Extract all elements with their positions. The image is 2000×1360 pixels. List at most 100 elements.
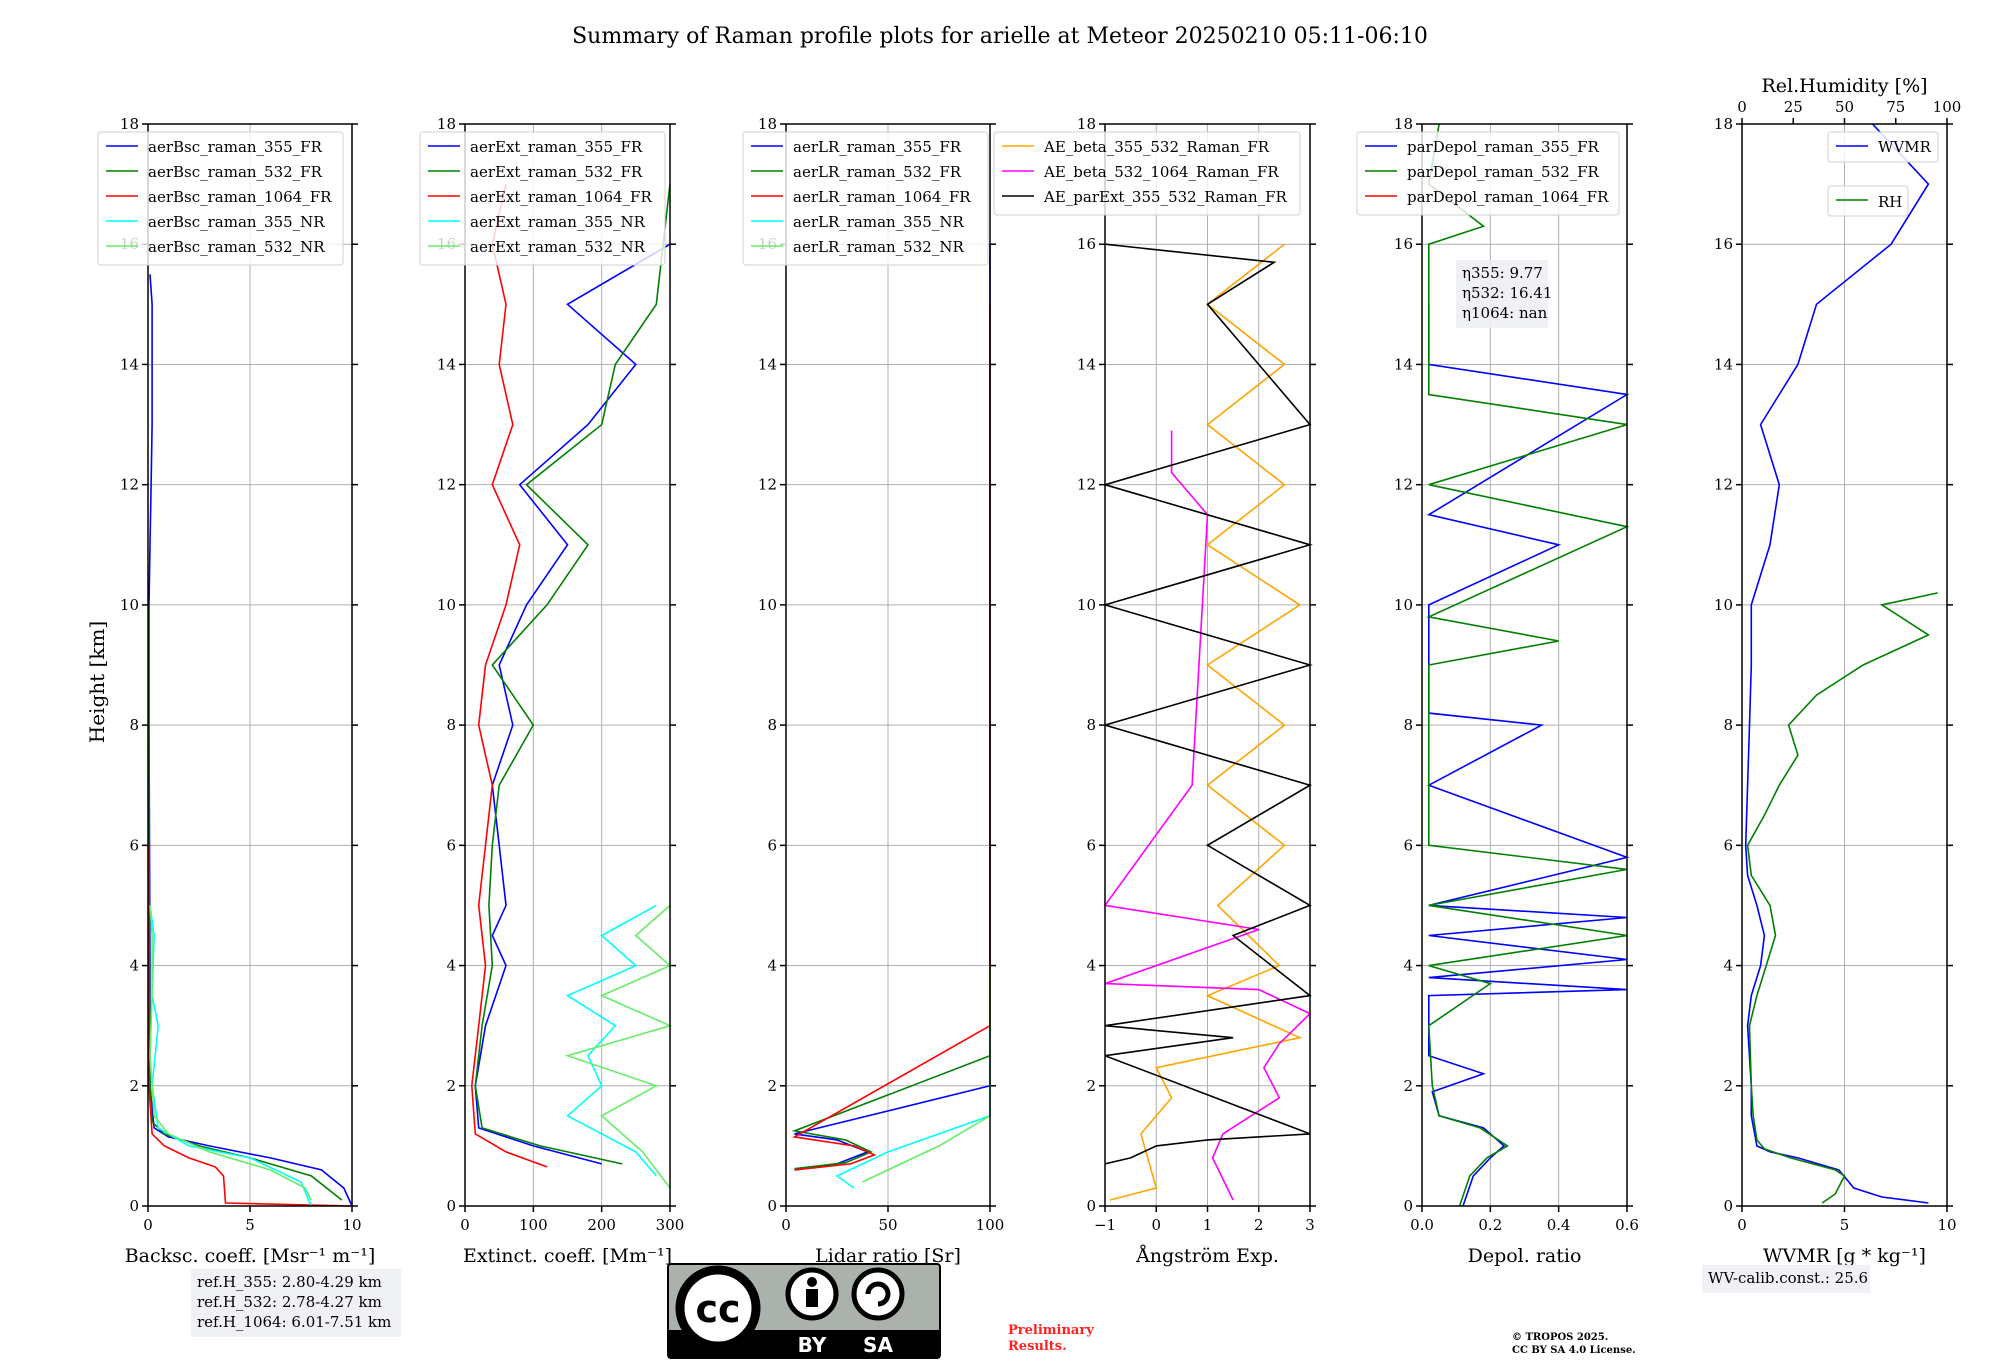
legend-entry: AE_beta_355_532_Raman_FR <box>1043 138 1270 156</box>
legend: WVMR RH <box>1827 131 1939 217</box>
legend-entry: aerLR_raman_355_NR <box>793 213 964 231</box>
x-tick-label: 0 <box>143 1216 153 1234</box>
x2-tick-label: 25 <box>1784 98 1803 116</box>
x-axis-label: WVMR [g * kg⁻¹] <box>1763 1245 1926 1267</box>
x-tick-label: −1 <box>1094 1216 1116 1234</box>
legend-box <box>993 131 1301 216</box>
series-line-aerExt_raman_355_FR <box>474 243 671 1165</box>
panel-5: 0.0 0.2 0.4 0.6 0 2 4 6 8 10 12 14 16 18 Depol. ratio p… <box>1356 115 1639 1267</box>
x-tick-label: 5 <box>1840 1216 1850 1234</box>
y-tick-label: 6 <box>1723 836 1733 854</box>
y-tick-label: 12 <box>1077 476 1096 494</box>
preliminary-line-1: Preliminary <box>1008 1323 1094 1338</box>
x2-tick-label: 50 <box>1835 98 1854 116</box>
y-tick-label: 2 <box>1086 1077 1096 1095</box>
annotation-box <box>191 1269 401 1337</box>
x2-axis-label: Rel.Humidity [%] <box>1761 75 1927 97</box>
legend-entry: aerLR_raman_532_FR <box>793 163 962 181</box>
series-line-aerLR_raman_532_NR <box>862 965 991 1183</box>
y-tick-label: 4 <box>1086 957 1096 975</box>
copyright-line-1: © TROPOS 2025. <box>1512 1332 1608 1343</box>
series-line-AE_parExt_355_532_Raman_FR <box>1102 243 1313 1165</box>
series-line-AE_beta_532_1064_Raman_FR <box>1103 430 1312 1201</box>
series-line-aerExt_raman_355_NR <box>565 904 657 1177</box>
series-line-parDepol_raman_355_FR <box>1426 304 1630 1207</box>
x-tick-label: 10 <box>1937 1216 1956 1234</box>
panels: 0510024681012141618Backsc. coeff. [Msr⁻¹… <box>97 75 1961 1337</box>
x-axis-label: Depol. ratio <box>1468 1245 1582 1267</box>
x-axis-label: Lidar ratio [Sr] <box>815 1245 961 1267</box>
legend-box <box>419 131 666 266</box>
y-tick-label: 10 <box>1714 596 1733 614</box>
series-line-aerLR_raman_355_FR <box>794 244 991 1171</box>
sa-arrow-icon <box>865 1281 891 1307</box>
y-tick-label: 14 <box>1077 355 1096 373</box>
cc-by-sa-badge[interactable]: cc BY SA <box>667 1263 941 1359</box>
x-tick-label: 50 <box>878 1216 897 1234</box>
y-tick-label: 2 <box>446 1077 456 1095</box>
series-line-aerBsc_raman_532_NR <box>149 905 312 1201</box>
by-person-body <box>806 1289 818 1307</box>
x2-tick-label: 0 <box>1737 98 1747 116</box>
legend-entry: aerLR_raman_355_FR <box>793 138 962 156</box>
panel-3: 050100024681012141618Lidar ratio [Sr]aer… <box>742 115 1005 1267</box>
series-line-aerExt_raman_532_FR <box>474 184 671 1165</box>
y-tick-label: 14 <box>1394 355 1413 373</box>
annotation-line: ref.H_532: 2.78-4.27 km <box>197 1293 382 1311</box>
y-tick-label: 18 <box>1394 115 1413 133</box>
y-tick-label: 0 <box>767 1197 777 1215</box>
series-line-aerLR_raman_355_NR <box>835 1025 991 1189</box>
panel-1: 0510024681012141618Backsc. coeff. [Msr⁻¹… <box>97 115 401 1337</box>
x-axis-label: Backsc. coeff. [Msr⁻¹ m⁻¹] <box>125 1245 376 1267</box>
x-tick-label: 5 <box>245 1216 255 1234</box>
x-tick-label: 100 <box>976 1216 1005 1234</box>
axes-frame <box>785 123 991 1207</box>
x-tick-label: 0.6 <box>1615 1216 1639 1234</box>
legend-box <box>1827 131 1939 163</box>
x-tick-label: 0 <box>460 1216 470 1234</box>
series-line-RH <box>1746 592 1938 1204</box>
legend-entry: AE_beta_532_1064_Raman_FR <box>1043 163 1279 181</box>
annotation-box <box>1702 1265 1870 1293</box>
legend-entry: RH <box>1878 193 1902 211</box>
legend-entry: aerExt_raman_1064_FR <box>470 188 652 206</box>
legend-entry: aerBsc_raman_1064_FR <box>148 188 332 206</box>
series-line-AE_beta_355_532_Raman_FR <box>1109 243 1303 1201</box>
axes-frame <box>464 123 671 1207</box>
axes-frame <box>1104 123 1311 1207</box>
x-tick-label: 0 <box>1151 1216 1161 1234</box>
x-tick-label: 100 <box>519 1216 548 1234</box>
x-axis-label: Extinct. coeff. [Mm⁻¹] <box>463 1245 672 1267</box>
y-tick-label: 8 <box>1403 716 1413 734</box>
y-tick-label: 12 <box>1394 476 1413 494</box>
x-tick-label: 300 <box>656 1216 685 1234</box>
by-person-head <box>807 1277 817 1287</box>
y-tick-label: 2 <box>1723 1077 1733 1095</box>
legend: parDepol_raman_355_FR parDepol_raman_532_… <box>1356 131 1620 216</box>
preliminary-line-2: Results. <box>1008 1339 1067 1354</box>
x-tick-label: 0 <box>781 1216 791 1234</box>
axes-frame <box>147 123 353 1207</box>
y-tick-label: 8 <box>446 716 456 734</box>
y-tick-label: 0 <box>1723 1197 1733 1215</box>
y-tick-label: 14 <box>120 355 139 373</box>
y-tick-label: 12 <box>437 476 456 494</box>
y-tick-label: 4 <box>1723 957 1733 975</box>
series-line-aerExt_raman_532_NR <box>564 904 673 1189</box>
annotation-box <box>1456 260 1548 328</box>
legend-entry: AE_parExt_355_532_Raman_FR <box>1043 188 1288 206</box>
annotation-line: η355: 9.77 <box>1462 264 1543 282</box>
cc-logo-text: cc <box>695 1287 740 1331</box>
y-tick-label: 14 <box>1714 355 1733 373</box>
legend-entry: aerLR_raman_532_NR <box>793 238 964 256</box>
y-tick-label: 8 <box>1086 716 1096 734</box>
legend-box <box>742 131 989 266</box>
annotation-line: η532: 16.41 <box>1462 284 1552 302</box>
axes-frame <box>1421 123 1628 1207</box>
y-tick-label: 16 <box>1714 235 1733 253</box>
legend-entry: parDepol_raman_1064_FR <box>1407 188 1609 206</box>
y-tick-label: 2 <box>1403 1077 1413 1095</box>
x-tick-label: 2 <box>1254 1216 1264 1234</box>
